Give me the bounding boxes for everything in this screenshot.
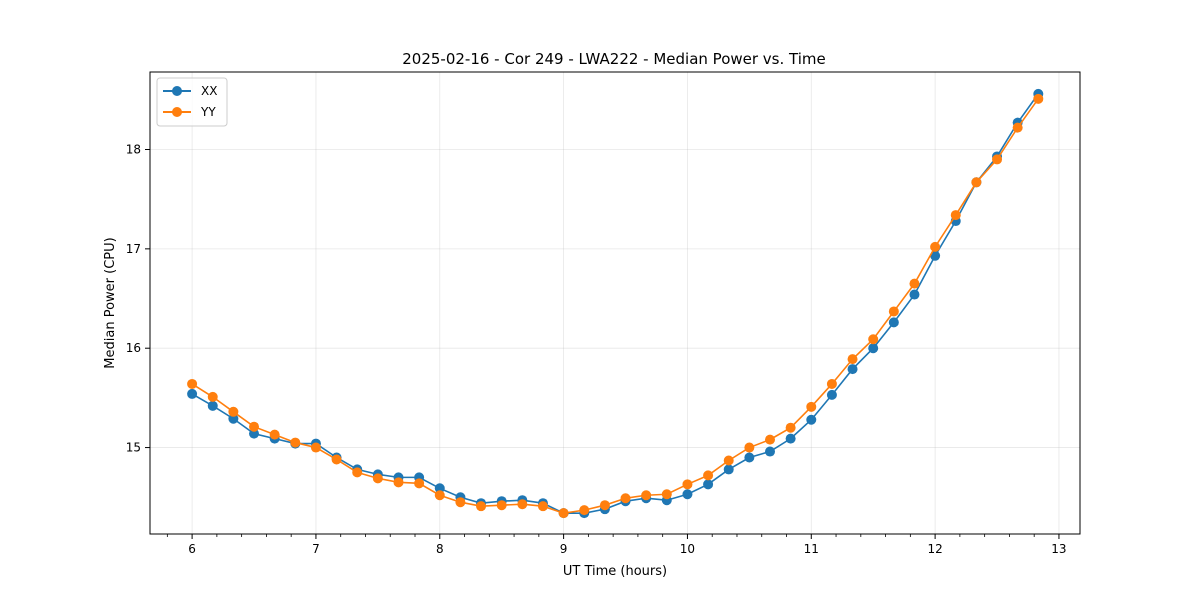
axis-ticks: 6 7 8 9 10 11 12 13 15 16 17 18: [126, 142, 1067, 556]
data-point-xx: [207, 400, 218, 411]
legend-label-xx: XX: [201, 84, 217, 98]
chart-title: 2025-02-16 - Cor 249 - LWA222 - Median P…: [402, 50, 826, 68]
data-point-yy: [352, 467, 363, 478]
data-point-yy: [765, 434, 775, 445]
data-point-xx: [868, 343, 879, 354]
y-tick-label: 16: [126, 341, 141, 355]
data-point-yy: [372, 473, 383, 484]
x-tick-label: 8: [436, 542, 444, 556]
data-point-xx: [806, 414, 817, 425]
data-point-xx: [909, 289, 920, 300]
y-axis-label: Median Power (CPU): [103, 237, 118, 368]
x-axis-label: UT Time (hours): [563, 564, 667, 579]
data-point-yy: [1033, 93, 1044, 104]
data-point-yy: [703, 470, 714, 481]
data-point-yy: [868, 334, 879, 345]
data-point-xx: [847, 364, 858, 375]
x-tick-label: 9: [560, 542, 568, 556]
data-point-yy: [682, 479, 693, 490]
data-point-yy: [249, 421, 260, 432]
data-point-yy: [434, 490, 445, 501]
data-point-xx: [765, 446, 775, 457]
data-point-yy: [310, 442, 321, 453]
data-point-yy: [269, 429, 280, 440]
data-point-xx: [187, 388, 198, 399]
data-point-yy: [187, 378, 198, 389]
data-point-xx: [228, 413, 239, 424]
data-point-yy: [744, 442, 755, 453]
data-point-yy: [290, 437, 301, 448]
series-layer: [187, 88, 1044, 519]
data-point-yy: [579, 505, 590, 516]
data-point-yy: [992, 154, 1003, 165]
data-point-xx: [249, 428, 260, 439]
data-point-xx: [682, 489, 693, 500]
x-tick-label: 11: [804, 542, 819, 556]
legend: XX YY: [156, 77, 228, 127]
legend-marker-yy: [172, 107, 182, 117]
data-point-yy: [723, 455, 734, 466]
data-point-yy: [599, 500, 610, 511]
data-point-yy: [661, 489, 672, 500]
data-point-yy: [455, 497, 466, 508]
data-point-yy: [826, 378, 837, 389]
legend-marker-xx: [172, 86, 182, 96]
data-point-yy: [537, 501, 548, 512]
x-tick-label: 13: [1051, 542, 1066, 556]
data-point-yy: [806, 401, 817, 412]
data-point-yy: [558, 508, 569, 519]
data-point-xx: [723, 464, 734, 475]
data-point-yy: [785, 422, 796, 433]
data-point-yy: [393, 477, 404, 488]
data-point-xx: [888, 317, 899, 328]
data-point-xx: [930, 250, 941, 261]
data-point-yy: [228, 406, 239, 417]
x-tick-label: 7: [312, 542, 320, 556]
data-point-xx: [434, 483, 445, 494]
data-point-yy: [847, 354, 858, 365]
data-point-yy: [620, 493, 631, 504]
x-tick-label: 6: [188, 542, 196, 556]
data-point-yy: [476, 501, 487, 512]
data-point-xx: [703, 479, 714, 490]
data-point-yy: [888, 306, 899, 317]
data-point-xx: [826, 389, 837, 400]
data-point-yy: [496, 500, 507, 511]
data-point-yy: [971, 177, 982, 188]
legend-label-yy: YY: [200, 105, 216, 119]
data-point-yy: [1012, 122, 1023, 133]
data-point-yy: [207, 391, 218, 402]
data-point-yy: [950, 210, 961, 221]
grid-lines: [150, 72, 1080, 534]
data-point-yy: [414, 478, 425, 489]
y-tick-label: 17: [126, 242, 141, 256]
x-tick-label: 12: [927, 542, 942, 556]
data-point-yy: [517, 499, 528, 510]
plot-frame: [149, 71, 1081, 535]
data-point-yy: [641, 490, 652, 501]
data-point-xx: [744, 452, 755, 463]
data-point-xx: [785, 433, 796, 444]
data-point-yy: [909, 278, 920, 289]
y-tick-label: 18: [126, 142, 141, 156]
data-point-yy: [331, 454, 342, 465]
data-point-yy: [930, 241, 941, 252]
y-tick-label: 15: [126, 441, 141, 455]
x-tick-label: 10: [680, 542, 695, 556]
